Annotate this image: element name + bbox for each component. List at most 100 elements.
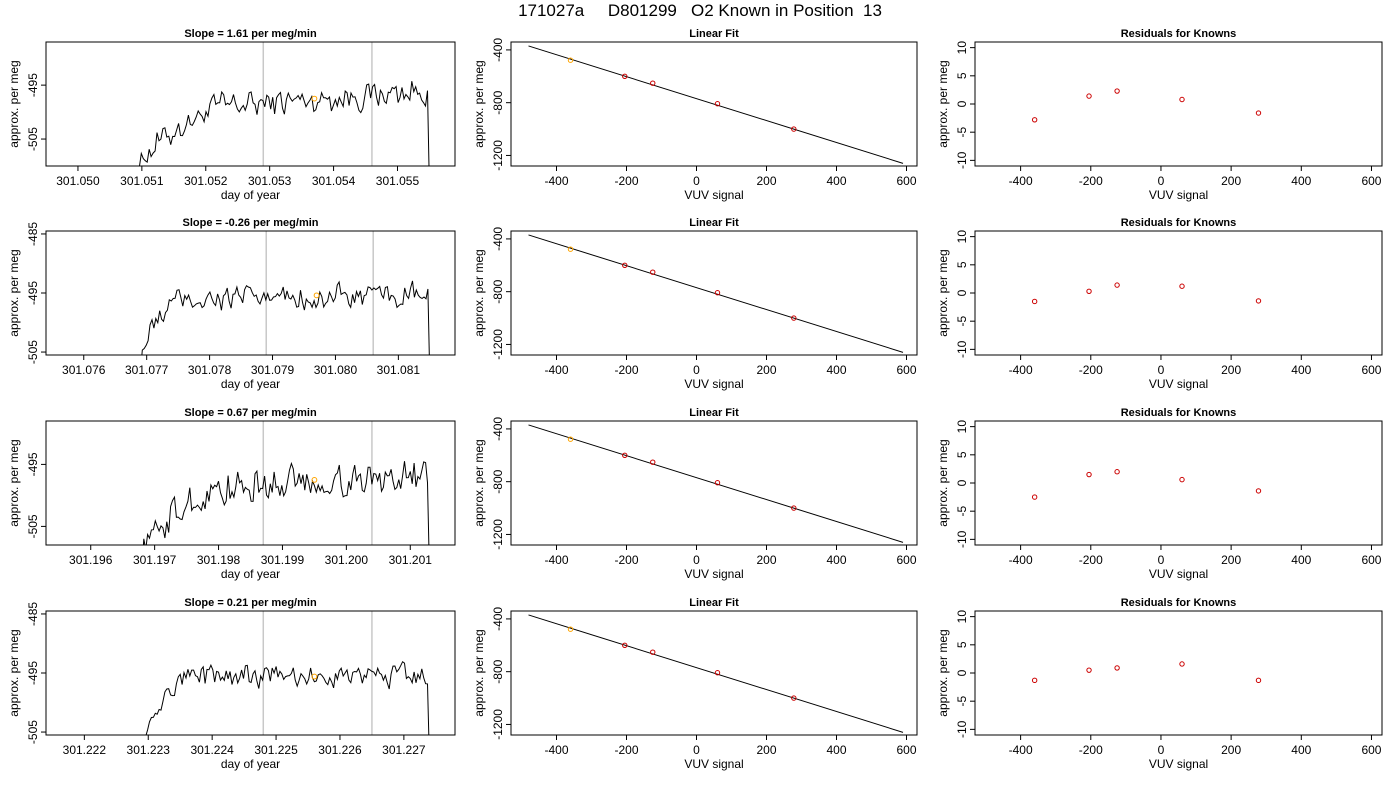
y-tick-label: -485: [26, 222, 40, 246]
x-tick-label: 301.225: [254, 743, 298, 757]
chart-panel-residuals-row-2: Residuals for Knowns -400 -200 0 200 400 600 -1…: [936, 217, 1383, 391]
panel-title: Slope = -0.26 per meg/min: [182, 217, 318, 229]
residual-point: [1086, 471, 1092, 478]
y-tick-label: 5: [955, 451, 969, 458]
x-tick-label: 400: [1291, 363, 1311, 377]
x-tick-label: 0: [1158, 363, 1165, 377]
plot-frame: [974, 230, 1383, 356]
x-tick-label: 400: [1291, 174, 1311, 188]
y-axis-label: approx. per meg: [472, 629, 486, 716]
residual-point: [1031, 494, 1038, 500]
y-tick-label: -505: [26, 514, 40, 538]
panel-title: Slope = 0.21 per meg/min: [184, 597, 317, 609]
chart-panel-residuals-row-3: Residuals for Knowns -400 -200 0 200 400 600 -1…: [936, 407, 1383, 581]
y-axis-label: approx. per meg: [472, 439, 486, 526]
x-axis-label: day of year: [221, 377, 280, 391]
x-tick-label: 301.050: [56, 174, 100, 188]
y-axis-label: approx. per meg: [936, 439, 950, 526]
y-axis-label: approx. per meg: [7, 60, 21, 147]
x-tick-label: -200: [614, 553, 638, 567]
x-axis-label: day of year: [221, 188, 280, 202]
x-tick-label: 200: [1221, 743, 1241, 757]
plot-frame: [45, 420, 456, 546]
y-tick-label: -400: [491, 607, 505, 631]
y-tick-label: -5: [955, 127, 969, 138]
panel-title: Linear Fit: [689, 407, 739, 419]
x-tick-label: 0: [693, 174, 700, 188]
y-tick-label: 5: [955, 641, 969, 648]
x-tick-label: 400: [826, 363, 846, 377]
highlight-point: [567, 246, 574, 252]
fit-point: [650, 649, 656, 655]
x-tick-label: 301.196: [69, 553, 113, 567]
fit-point: [650, 459, 656, 465]
x-tick-label: 301.077: [125, 363, 169, 377]
residual-point: [1114, 665, 1120, 671]
fit-point: [791, 315, 797, 321]
x-tick-label: 0: [693, 743, 700, 757]
y-tick-label: 10: [955, 610, 969, 624]
x-tick-label: 600: [1361, 743, 1381, 757]
x-tick-label: 301.055: [376, 174, 420, 188]
x-tick-label: 600: [1361, 363, 1381, 377]
x-tick-label: -400: [544, 174, 568, 188]
x-axis-label: VUV signal: [1149, 757, 1208, 771]
chart-panel-timeseries-row-1: Slope = 1.61 per meg/min 301.050 301.051 30…: [7, 28, 456, 202]
x-tick-label: 600: [896, 174, 916, 188]
chart-panel-timeseries-row-4: Slope = 0.21 per meg/min 301.222 301.223 30…: [7, 597, 456, 771]
y-tick-label: -495: [26, 281, 40, 305]
x-tick-label: 0: [1158, 743, 1165, 757]
residual-point: [1255, 488, 1262, 494]
x-tick-label: -400: [1009, 553, 1033, 567]
y-tick-label: -800: [491, 90, 505, 114]
x-axis-label: VUV signal: [684, 757, 743, 771]
y-tick-label: 0: [955, 669, 969, 676]
x-tick-label: -200: [614, 743, 638, 757]
y-tick-label: -800: [491, 469, 505, 493]
panel-title: Linear Fit: [689, 217, 739, 229]
plot-frame: [974, 420, 1383, 546]
fit-point: [650, 80, 656, 86]
panel-title: Residuals for Knowns: [1121, 217, 1237, 229]
y-tick-label: -800: [491, 659, 505, 683]
x-tick-label: -400: [544, 553, 568, 567]
y-axis-label: approx. per meg: [7, 249, 21, 336]
x-tick-label: 200: [1221, 174, 1241, 188]
highlight-point: [311, 673, 318, 680]
panel-title: Residuals for Knowns: [1121, 597, 1237, 609]
chart-panel-timeseries-row-3: Slope = 0.67 per meg/min 301.196 301.197 30…: [7, 407, 456, 581]
y-axis-label: approx. per meg: [936, 60, 950, 147]
x-tick-label: 301.078: [188, 363, 232, 377]
plot-frame: [510, 41, 918, 167]
highlight-point: [567, 626, 574, 632]
x-tick-label: 301.223: [127, 743, 171, 757]
plot-frame: [45, 41, 456, 167]
x-tick-label: 301.053: [248, 174, 292, 188]
y-tick-label: -495: [26, 73, 40, 97]
y-tick-label: -495: [26, 452, 40, 476]
y-axis-label: approx. per meg: [7, 629, 21, 716]
plot-frame: [45, 610, 456, 736]
x-tick-label: 301.054: [312, 174, 356, 188]
y-tick-label: 10: [955, 420, 969, 434]
fit-point: [791, 695, 797, 701]
x-tick-label: 400: [826, 743, 846, 757]
x-tick-label: 600: [1361, 174, 1381, 188]
x-tick-label: 301.051: [120, 174, 164, 188]
chart-panel-fit-row-3: Linear Fit -400 -200 0 200 400 600 -400 -800 -120…: [472, 407, 918, 581]
residual-point: [1255, 677, 1262, 684]
chart-panel-residuals-row-1: Residuals for Knowns -400 -200 0 200 400 600 -1…: [936, 28, 1383, 202]
x-axis-label: VUV signal: [684, 188, 743, 202]
x-tick-label: 600: [896, 363, 916, 377]
residual-point: [1114, 469, 1120, 475]
residual-point: [1086, 93, 1092, 99]
y-tick-label: 0: [955, 479, 969, 486]
x-tick-label: 400: [826, 553, 846, 567]
x-axis-label: day of year: [221, 757, 280, 771]
fit-point: [622, 642, 628, 648]
x-tick-label: 200: [1221, 363, 1241, 377]
y-axis-label: approx. per meg: [472, 249, 486, 336]
panel-title: Residuals for Knowns: [1121, 28, 1237, 40]
panel-title: Slope = 0.67 per meg/min: [184, 407, 317, 419]
residual-point: [1031, 117, 1038, 123]
